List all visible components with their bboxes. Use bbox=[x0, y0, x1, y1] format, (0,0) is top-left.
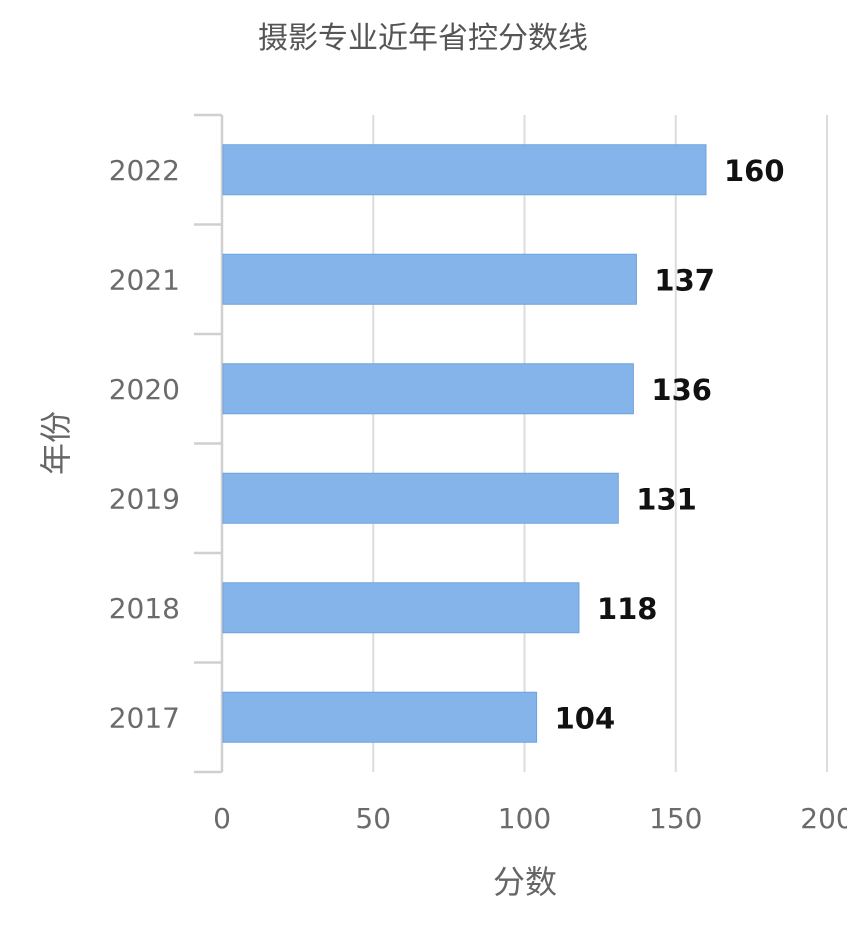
x-tick-labels: 0 50 100 150 200 bbox=[213, 802, 847, 835]
bar-2022 bbox=[222, 144, 707, 196]
bar-2018 bbox=[222, 582, 580, 634]
y-tick-label-2021: 2021 bbox=[109, 263, 180, 296]
bar-2020 bbox=[222, 363, 634, 415]
x-tick-label: 100 bbox=[498, 802, 551, 835]
x-axis-label: 分数 bbox=[493, 863, 557, 901]
data-label-2019: 131 bbox=[636, 482, 697, 516]
y-tick-label-2017: 2017 bbox=[109, 701, 180, 734]
x-tick-label: 150 bbox=[649, 802, 702, 835]
x-tick-label: 50 bbox=[355, 802, 391, 835]
y-tick-label-2019: 2019 bbox=[109, 482, 180, 515]
chart-title: 摄影专业近年省控分数线 bbox=[258, 21, 588, 56]
x-tick-label: 0 bbox=[213, 802, 231, 835]
data-label-2018: 118 bbox=[597, 592, 658, 626]
data-label-2021: 137 bbox=[654, 263, 715, 297]
y-tick-label-2022: 2022 bbox=[109, 154, 180, 187]
gridlines bbox=[372, 115, 828, 772]
y-axis-label: 年份 bbox=[37, 411, 75, 475]
y-tick-label-2018: 2018 bbox=[109, 592, 180, 625]
data-labels: 160 137 136 131 118 104 bbox=[555, 154, 785, 736]
y-tick-labels: 2022 2021 2020 2019 2018 2017 bbox=[109, 154, 180, 735]
x-tick-label: 200 bbox=[800, 802, 847, 835]
y-axis bbox=[194, 113, 224, 774]
data-label-2017: 104 bbox=[555, 701, 616, 735]
bar-2019 bbox=[222, 472, 619, 524]
data-label-2020: 136 bbox=[651, 373, 712, 407]
y-tick-label-2020: 2020 bbox=[109, 373, 180, 406]
bar-2021 bbox=[222, 253, 637, 305]
data-label-2022: 160 bbox=[724, 154, 785, 188]
bar-2017 bbox=[222, 691, 538, 743]
bars bbox=[222, 144, 707, 743]
